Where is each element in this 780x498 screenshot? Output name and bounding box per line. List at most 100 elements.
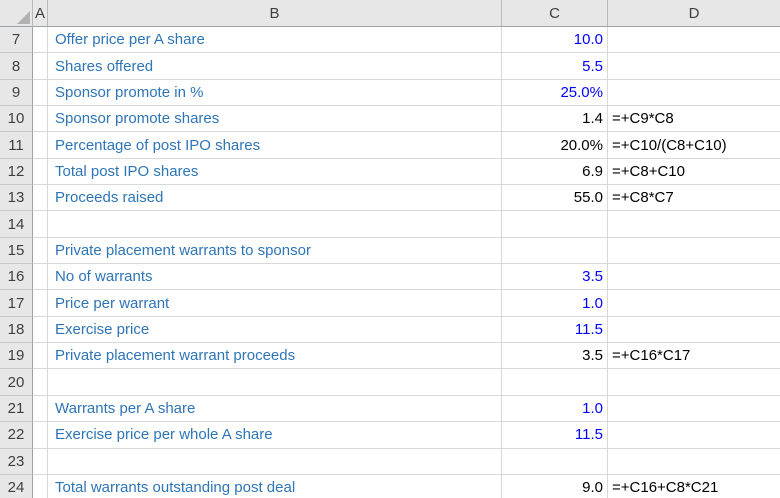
sheet-row: 20 bbox=[0, 369, 780, 396]
cell-label[interactable]: Private placement warrants to sponsor bbox=[48, 237, 502, 265]
cell-formula[interactable] bbox=[608, 449, 780, 475]
row-header[interactable]: 19 bbox=[0, 343, 33, 370]
cell-label[interactable]: Total warrants outstanding post deal bbox=[48, 474, 502, 498]
cell-label[interactable]: Percentage of post IPO shares bbox=[48, 132, 502, 159]
cell-formula[interactable] bbox=[608, 80, 780, 107]
cell-value[interactable] bbox=[502, 369, 608, 396]
cell-formula[interactable]: =+C9*C8 bbox=[608, 106, 780, 133]
cell-column-a[interactable] bbox=[33, 27, 48, 54]
cell-label[interactable]: Private placement warrant proceeds bbox=[48, 343, 502, 370]
cell-label[interactable]: Sponsor promote shares bbox=[48, 106, 502, 133]
row-header[interactable]: 23 bbox=[0, 448, 33, 475]
cell-formula[interactable] bbox=[608, 264, 780, 291]
column-header-c[interactable]: C bbox=[502, 0, 608, 27]
cell-column-a[interactable] bbox=[33, 185, 48, 212]
cell-value[interactable]: 3.5 bbox=[502, 264, 608, 291]
cell-column-a[interactable] bbox=[33, 264, 48, 291]
cell-label[interactable]: Total post IPO shares bbox=[48, 158, 502, 186]
cell-formula[interactable]: =+C16*C17 bbox=[608, 343, 780, 370]
cell-label[interactable] bbox=[48, 369, 502, 396]
cell-label[interactable]: Price per warrant bbox=[48, 290, 502, 317]
row-header[interactable]: 11 bbox=[0, 132, 33, 159]
cell-column-a[interactable] bbox=[33, 422, 48, 449]
column-header-d[interactable]: D bbox=[608, 0, 780, 27]
cell-value[interactable]: 25.0% bbox=[502, 79, 608, 107]
cell-column-a[interactable] bbox=[33, 395, 48, 423]
cell-column-a[interactable] bbox=[33, 53, 48, 80]
cell-value[interactable] bbox=[502, 237, 608, 265]
cell-value[interactable]: 1.0 bbox=[502, 290, 608, 317]
cell-column-a[interactable] bbox=[33, 343, 48, 370]
row-header[interactable]: 15 bbox=[0, 237, 33, 265]
cell-formula[interactable] bbox=[608, 317, 780, 344]
row-header[interactable]: 16 bbox=[0, 264, 33, 291]
cell-formula[interactable] bbox=[608, 211, 780, 238]
cell-formula[interactable] bbox=[608, 422, 780, 449]
cell-column-a[interactable] bbox=[33, 158, 48, 186]
cell-column-a[interactable] bbox=[33, 290, 48, 317]
cell-column-a[interactable] bbox=[33, 474, 48, 498]
cell-column-a[interactable] bbox=[33, 316, 48, 344]
cell-value[interactable]: 5.5 bbox=[502, 53, 608, 80]
row-header[interactable]: 12 bbox=[0, 158, 33, 186]
cell-label[interactable]: Warrants per A share bbox=[48, 395, 502, 423]
sheet-row: 13 Proceeds raised 55.0 =+C8*C7 bbox=[0, 185, 780, 212]
cell-label[interactable]: Offer price per A share bbox=[48, 27, 502, 54]
cell-formula[interactable] bbox=[608, 369, 780, 396]
cell-formula[interactable] bbox=[608, 27, 780, 54]
row-header[interactable]: 22 bbox=[0, 422, 33, 449]
cell-value[interactable] bbox=[502, 448, 608, 475]
cell-formula[interactable]: =+C8*C7 bbox=[608, 185, 780, 212]
cell-column-a[interactable] bbox=[33, 237, 48, 265]
cell-value[interactable]: 1.0 bbox=[502, 395, 608, 423]
cell-value[interactable]: 10.0 bbox=[502, 27, 608, 54]
cell-label[interactable]: Shares offered bbox=[48, 53, 502, 80]
cell-label[interactable]: Exercise price per whole A share bbox=[48, 422, 502, 449]
cell-value[interactable]: 6.9 bbox=[502, 158, 608, 186]
cell-value[interactable]: 9.0 bbox=[502, 474, 608, 498]
cell-value[interactable] bbox=[502, 211, 608, 238]
select-all-button[interactable] bbox=[0, 0, 33, 27]
cell-formula[interactable] bbox=[608, 396, 780, 423]
cell-formula[interactable]: =+C10/(C8+C10) bbox=[608, 132, 780, 159]
row-header[interactable]: 20 bbox=[0, 369, 33, 396]
cell-column-a[interactable] bbox=[33, 211, 48, 238]
row-header[interactable]: 10 bbox=[0, 106, 33, 133]
cell-column-a[interactable] bbox=[33, 448, 48, 475]
cell-column-a[interactable] bbox=[33, 369, 48, 396]
cell-value[interactable]: 11.5 bbox=[502, 316, 608, 344]
cell-value[interactable]: 1.4 bbox=[502, 106, 608, 133]
row-header[interactable]: 9 bbox=[0, 79, 33, 107]
cell-value[interactable]: 11.5 bbox=[502, 422, 608, 449]
column-header-a[interactable]: A bbox=[33, 0, 48, 27]
cell-label[interactable]: Sponsor promote in % bbox=[48, 79, 502, 107]
cell-value[interactable]: 3.5 bbox=[502, 343, 608, 370]
cell-label[interactable]: Proceeds raised bbox=[48, 185, 502, 212]
row-header[interactable]: 21 bbox=[0, 395, 33, 423]
cell-formula[interactable] bbox=[608, 238, 780, 265]
cell-label[interactable] bbox=[48, 211, 502, 238]
cell-column-a[interactable] bbox=[33, 132, 48, 159]
row-header[interactable]: 7 bbox=[0, 27, 33, 54]
sheet-rows: 7 Offer price per A share 10.0 8 Shares … bbox=[0, 27, 780, 498]
column-header-row: A B C D bbox=[0, 0, 780, 27]
cell-value[interactable]: 20.0% bbox=[502, 132, 608, 159]
cell-column-a[interactable] bbox=[33, 79, 48, 107]
row-header[interactable]: 18 bbox=[0, 316, 33, 344]
row-header[interactable]: 13 bbox=[0, 185, 33, 212]
cell-column-a[interactable] bbox=[33, 106, 48, 133]
row-header[interactable]: 8 bbox=[0, 53, 33, 80]
cell-label[interactable] bbox=[48, 448, 502, 475]
cell-label[interactable]: No of warrants bbox=[48, 264, 502, 291]
cell-formula[interactable] bbox=[608, 290, 780, 317]
cell-formula[interactable]: =+C8+C10 bbox=[608, 159, 780, 186]
cell-formula[interactable] bbox=[608, 53, 780, 80]
cell-label[interactable]: Exercise price bbox=[48, 316, 502, 344]
cell-value[interactable]: 55.0 bbox=[502, 185, 608, 212]
cell-formula[interactable]: =+C16+C8*C21 bbox=[608, 475, 780, 498]
row-header[interactable]: 24 bbox=[0, 474, 33, 498]
column-header-b[interactable]: B bbox=[48, 0, 502, 27]
row-header[interactable]: 14 bbox=[0, 211, 33, 238]
row-header[interactable]: 17 bbox=[0, 290, 33, 317]
